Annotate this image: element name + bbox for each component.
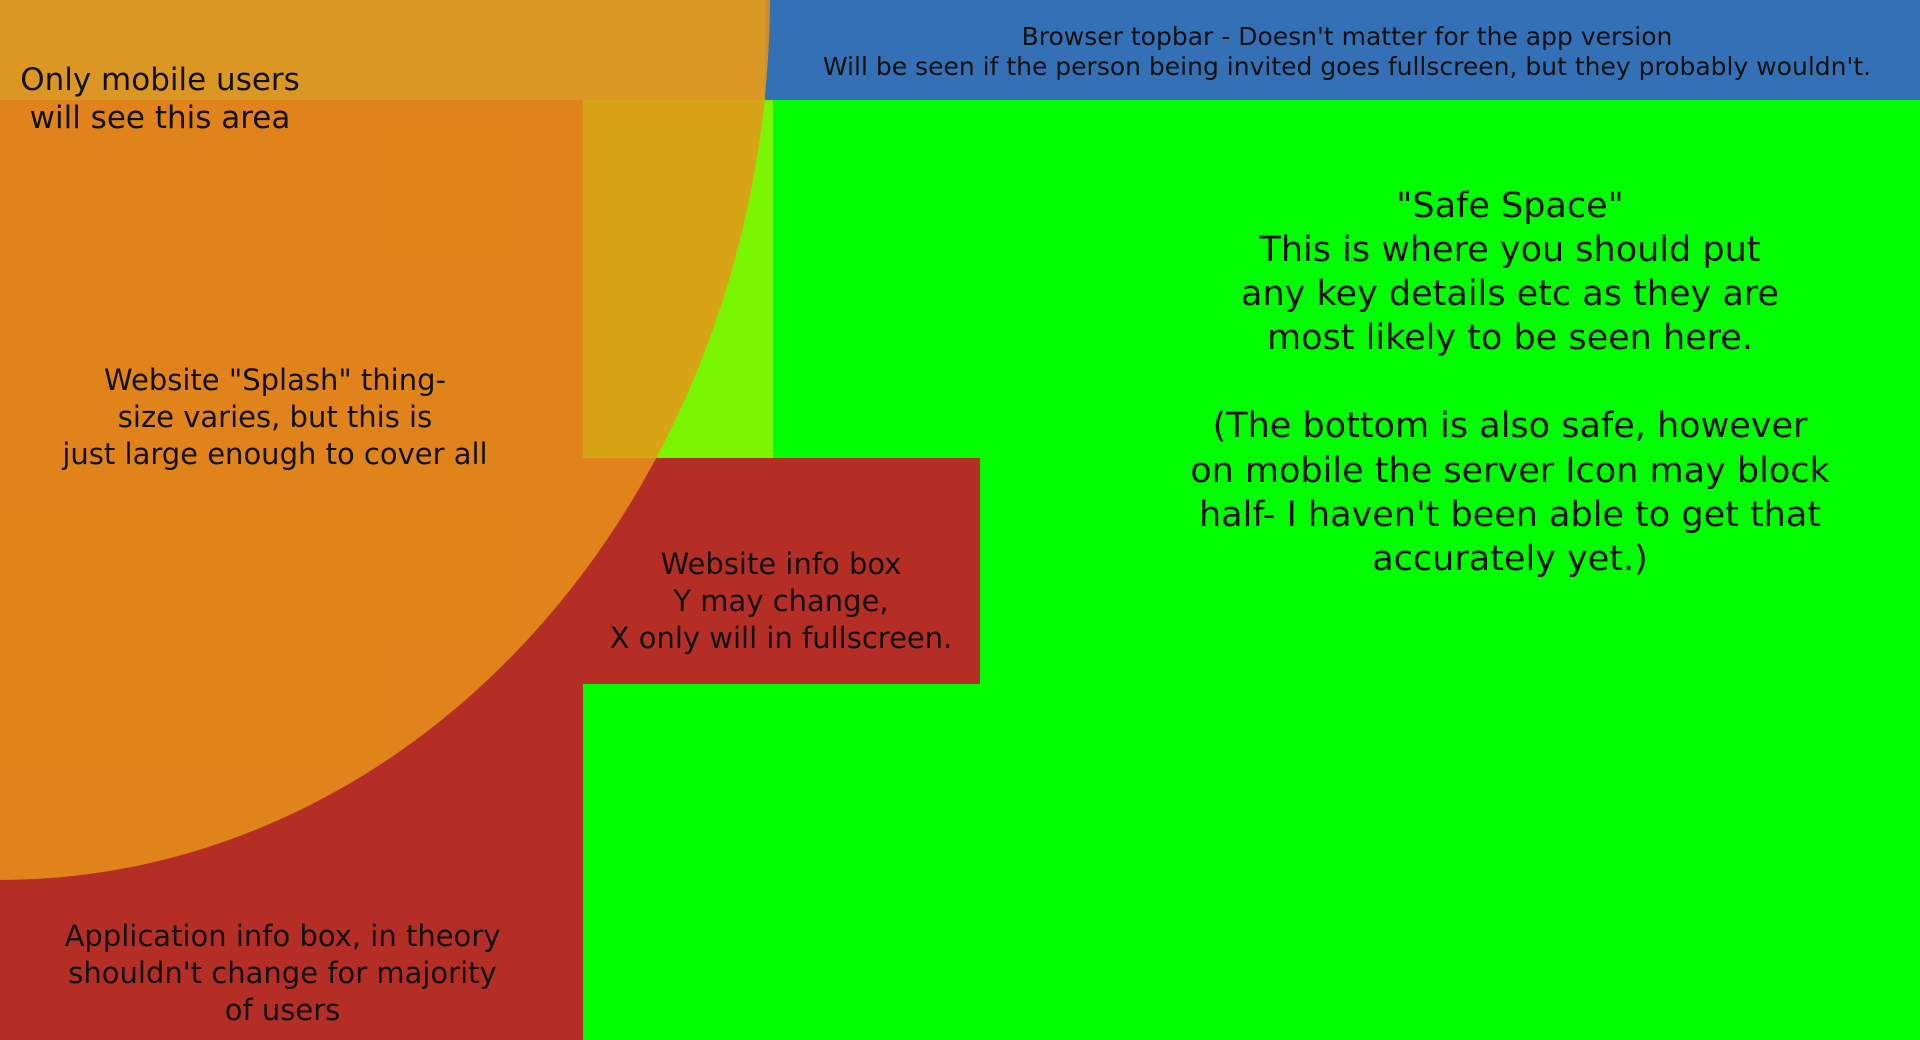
application-info-box-label: Application info box, in theory shouldn'… [10, 918, 555, 1029]
safe-space-label: "Safe Space" This is where you should pu… [1130, 184, 1890, 581]
website-info-box-label: Website info box Y may change, X only wi… [585, 546, 977, 657]
browser-topbar-label: Browser topbar - Doesn't matter for the … [782, 22, 1912, 82]
mobile-only-area-label: Only mobile users will see this area [0, 62, 320, 138]
website-splash-label: Website "Splash" thing- size varies, but… [25, 362, 525, 473]
